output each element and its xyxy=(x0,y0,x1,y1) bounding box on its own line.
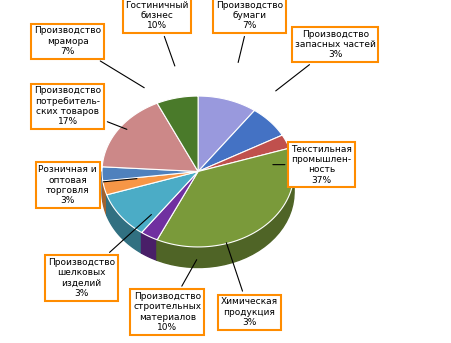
Polygon shape xyxy=(142,172,198,253)
Polygon shape xyxy=(107,195,142,253)
Polygon shape xyxy=(107,172,198,233)
Polygon shape xyxy=(198,135,290,172)
Polygon shape xyxy=(103,172,198,202)
Polygon shape xyxy=(107,172,198,215)
Text: Розничная и
оптовая
торговля
3%: Розничная и оптовая торговля 3% xyxy=(38,165,137,205)
Polygon shape xyxy=(103,172,198,202)
Polygon shape xyxy=(107,172,198,215)
Polygon shape xyxy=(103,172,198,195)
Polygon shape xyxy=(157,172,198,260)
Polygon shape xyxy=(198,110,282,172)
Text: Производство
запасных частей
3%: Производство запасных частей 3% xyxy=(276,30,376,91)
Polygon shape xyxy=(157,172,294,268)
Text: Производство
мрамора
7%: Производство мрамора 7% xyxy=(34,26,144,88)
Polygon shape xyxy=(103,181,107,215)
Text: Производство
бумаги
7%: Производство бумаги 7% xyxy=(216,1,283,62)
Text: Производство
шелковых
изделий
3%: Производство шелковых изделий 3% xyxy=(48,214,152,298)
Polygon shape xyxy=(142,233,157,260)
Polygon shape xyxy=(157,172,198,260)
Polygon shape xyxy=(102,103,198,172)
Text: Гостиничный
бизнес
10%: Гостиничный бизнес 10% xyxy=(125,1,189,66)
Text: Производство
потребитель-
ских товаров
17%: Производство потребитель- ских товаров 1… xyxy=(34,86,127,129)
Polygon shape xyxy=(102,172,103,202)
Polygon shape xyxy=(157,96,198,172)
Text: Текстильная
промышлен-
ность
37%: Текстильная промышлен- ность 37% xyxy=(273,144,352,185)
Polygon shape xyxy=(198,96,254,172)
Polygon shape xyxy=(157,148,294,247)
Text: Химическая
продукция
3%: Химическая продукция 3% xyxy=(221,243,278,327)
Polygon shape xyxy=(102,167,198,181)
Text: Производство
строительных
материалов
10%: Производство строительных материалов 10% xyxy=(133,260,201,332)
Polygon shape xyxy=(142,172,198,253)
Polygon shape xyxy=(142,172,198,240)
